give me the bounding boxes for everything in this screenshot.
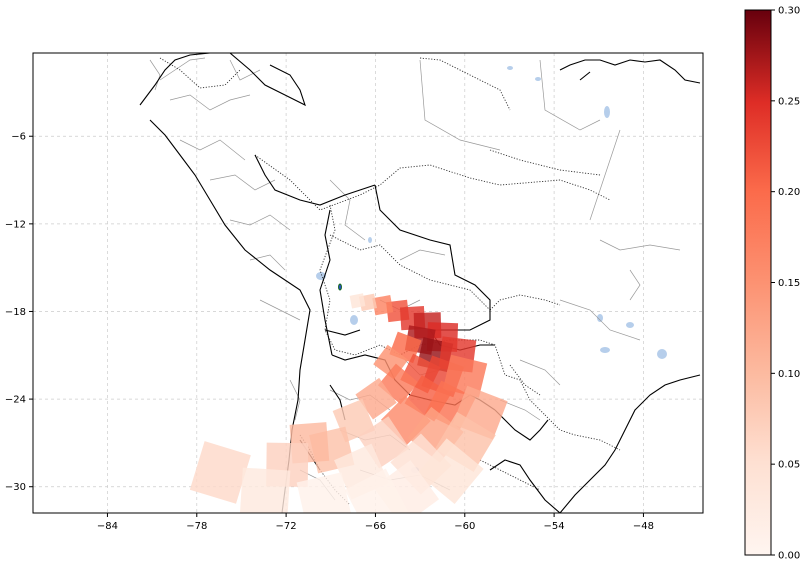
probability-cell (296, 472, 353, 513)
source-marker (338, 283, 342, 291)
y-tick-label: −12 (5, 219, 26, 230)
y-tick-label: −24 (5, 395, 26, 406)
probability-cell (344, 468, 409, 513)
x-tick-label: −78 (186, 521, 207, 532)
colorbar-tick-label: 0.15 (778, 278, 800, 289)
x-tick-label: −84 (97, 521, 118, 532)
x-tick-label: −60 (454, 521, 475, 532)
map-area (33, 53, 703, 513)
x-tick-label: −72 (276, 521, 297, 532)
colorbar-tick-label: 0.00 (778, 551, 800, 562)
y-axis: −6 −12 −18 −24 −30 (5, 132, 33, 493)
colorbar-ticks: 0.00 0.05 0.10 0.15 0.20 0.25 0.30 (771, 6, 800, 562)
x-axis: −84 −78 −72 −66 −60 −54 −48 (97, 513, 654, 532)
probability-cell (239, 467, 291, 513)
probability-cell (349, 293, 366, 309)
map-frame (32, 52, 704, 514)
colorbar-tick-label: 0.05 (778, 460, 800, 471)
probability-cell (417, 438, 484, 505)
y-tick-label: −6 (11, 132, 26, 143)
y-tick-label: −18 (5, 307, 26, 318)
probability-cell (372, 295, 394, 316)
x-tick-label: −66 (365, 521, 386, 532)
x-tick-label: −54 (544, 521, 565, 532)
probability-cell (189, 441, 251, 504)
x-tick-label: −48 (633, 521, 654, 532)
colorbar-tick-label: 0.25 (778, 96, 800, 107)
colorbar-gradient (744, 9, 772, 556)
colorbar-tick-label: 0.30 (778, 6, 800, 17)
colorbar-tick-label: 0.10 (778, 369, 800, 380)
colorbar-tick-label: 0.20 (778, 187, 800, 198)
probability-overlay (189, 293, 508, 513)
probability-cell (377, 363, 419, 405)
colorbar: 0.00 0.05 0.10 0.15 0.20 0.25 0.30 (744, 6, 800, 562)
y-tick-label: −30 (5, 482, 26, 493)
